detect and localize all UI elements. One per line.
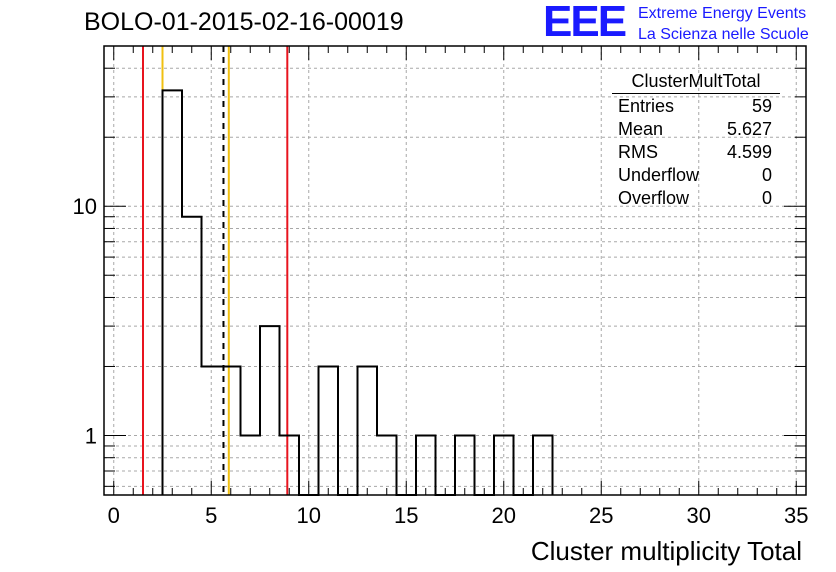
x-tick-label: 0 bbox=[108, 503, 120, 528]
logo-line-2: La Scienza nelle Scuole bbox=[638, 26, 809, 43]
stats-value: 4.599 bbox=[726, 142, 772, 162]
histogram-series bbox=[161, 89, 554, 496]
histogram-bin-7 bbox=[241, 435, 261, 495]
histogram-bin-11 bbox=[319, 366, 339, 495]
logo-line-1: Extreme Energy Events bbox=[638, 5, 807, 22]
x-tick-label: 10 bbox=[297, 503, 321, 528]
stats-label: Entries bbox=[618, 96, 675, 116]
histogram-bin-8 bbox=[260, 326, 280, 495]
x-tick-label: 35 bbox=[784, 503, 808, 528]
histogram-bin-16 bbox=[416, 435, 436, 495]
stats-row-rms: RMS 4.599 bbox=[612, 141, 780, 164]
histogram-bin-5 bbox=[202, 366, 222, 495]
x-tick-label: 25 bbox=[589, 503, 613, 528]
x-tick-label: 30 bbox=[687, 503, 711, 528]
y-tick-label: 10 bbox=[73, 194, 97, 219]
stats-label: Overflow bbox=[618, 188, 690, 208]
stats-value: 5.627 bbox=[726, 119, 772, 139]
histogram-bin-6 bbox=[221, 366, 241, 495]
stats-row-mean: Mean 5.627 bbox=[612, 118, 780, 141]
stats-row-underflow: Underflow 0 bbox=[612, 164, 780, 187]
stats-label: Mean bbox=[618, 119, 664, 139]
histogram-outline bbox=[161, 89, 554, 496]
stats-value: 0 bbox=[761, 188, 772, 208]
stats-value: 59 bbox=[751, 96, 772, 116]
page-title: BOLO-01-2015-02-16-00019 bbox=[84, 8, 404, 36]
x-tick-label: 5 bbox=[205, 503, 217, 528]
histogram-bin-22 bbox=[533, 435, 553, 495]
x-axis-title: Cluster multiplicity Total bbox=[531, 536, 802, 566]
stats-row-overflow: Overflow 0 bbox=[612, 187, 780, 210]
stats-value: 0 bbox=[761, 165, 772, 185]
histogram-bin-3 bbox=[163, 90, 183, 495]
stats-label: RMS bbox=[618, 142, 658, 162]
axis-ticks bbox=[104, 45, 806, 495]
stats-row-entries: Entries 59 bbox=[612, 95, 780, 118]
x-tick-label: 15 bbox=[394, 503, 418, 528]
axis-labels: Cluster multiplicity Total 0 5 10 15 20 25 30 3… bbox=[73, 194, 809, 566]
logo-mark: EEE bbox=[543, 0, 627, 46]
stats-title: ClusterMultTotal bbox=[612, 70, 780, 94]
histogram-bin-18 bbox=[455, 435, 475, 495]
histogram-bin-14 bbox=[377, 435, 397, 495]
plot-frame bbox=[103, 45, 807, 496]
stats-box: ClusterMultTotal Entries 59 Mean 5.627 R… bbox=[612, 70, 780, 210]
histogram-bin-13 bbox=[358, 366, 378, 495]
histogram-bin-9 bbox=[280, 435, 300, 495]
stats-label: Underflow bbox=[618, 165, 700, 185]
eee-logo: EEE Extreme Energy Events La Scienza nel… bbox=[543, 0, 833, 46]
histogram-bin-4 bbox=[182, 217, 202, 495]
y-tick-label: 1 bbox=[85, 423, 97, 448]
plot-frame-rect bbox=[103, 45, 807, 496]
x-tick-label: 20 bbox=[492, 503, 516, 528]
